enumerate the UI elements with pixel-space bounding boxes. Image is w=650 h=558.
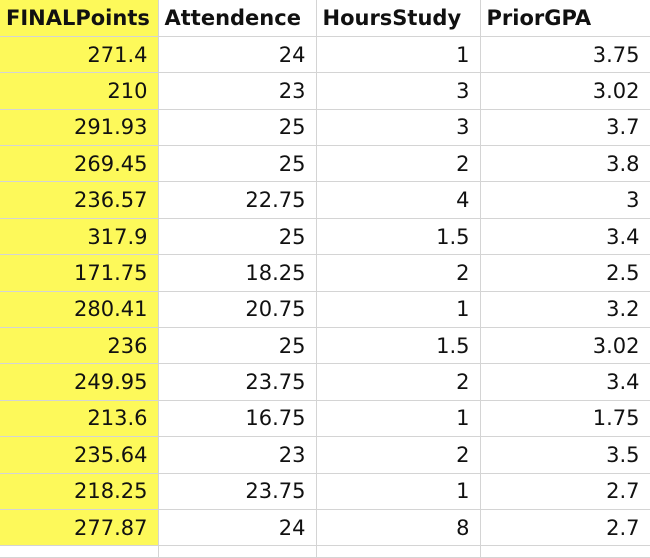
cell-attendence[interactable]: 23 [158,436,317,474]
cell-finalpoints[interactable]: 291.93 [0,109,159,147]
table-row: 277.87 24 8 2.7 [0,509,650,547]
cell-priorgpa[interactable]: 2.7 [480,509,650,547]
header-cell-finalpoints[interactable]: FINALPoints [0,0,159,37]
cell-attendence[interactable]: 22.75 [158,181,317,219]
table-row: 280.41 20.75 1 3.2 [0,291,650,329]
cell-hoursstudy[interactable]: 2 [316,363,481,401]
table-row: 317.9 25 1.5 3.4 [0,218,650,256]
cell-finalpoints[interactable]: 171.75 [0,254,159,292]
cell-finalpoints[interactable]: 236 [0,327,159,365]
cell-hoursstudy[interactable]: 1 [316,400,481,438]
cell-finalpoints[interactable]: 280.41 [0,291,159,329]
empty-cell[interactable] [480,545,650,558]
table-row: 249.95 23.75 2 3.4 [0,363,650,401]
header-row: FINALPoints Attendence HoursStudy PriorG… [0,0,650,37]
table-row: 213.6 16.75 1 1.75 [0,400,650,438]
cell-attendence[interactable]: 24 [158,36,317,74]
cell-finalpoints[interactable]: 235.64 [0,436,159,474]
header-cell-hoursstudy[interactable]: HoursStudy [316,0,481,37]
cell-hoursstudy[interactable]: 2 [316,436,481,474]
cell-priorgpa[interactable]: 2.7 [480,473,650,510]
table-row: 171.75 18.25 2 2.5 [0,254,650,292]
cell-attendence[interactable]: 25 [158,327,317,365]
empty-cell[interactable] [158,545,317,558]
table-row: 291.93 25 3 3.7 [0,109,650,147]
cell-attendence[interactable]: 23 [158,72,317,110]
cell-priorgpa[interactable]: 2.5 [480,254,650,292]
cell-attendence[interactable]: 16.75 [158,400,317,438]
table-row: 236 25 1.5 3.02 [0,327,650,365]
cell-finalpoints[interactable]: 249.95 [0,363,159,401]
cell-finalpoints[interactable]: 317.9 [0,218,159,256]
cell-priorgpa[interactable]: 3.02 [480,72,650,110]
cell-hoursstudy[interactable]: 1.5 [316,218,481,256]
cell-attendence[interactable]: 24 [158,509,317,547]
table-row: 235.64 23 2 3.5 [0,436,650,474]
cell-priorgpa[interactable]: 3.4 [480,363,650,401]
cell-hoursstudy[interactable]: 1.5 [316,327,481,365]
table-row: 236.57 22.75 4 3 [0,181,650,219]
cell-priorgpa[interactable]: 1.75 [480,400,650,438]
cell-hoursstudy[interactable]: 2 [316,254,481,292]
cell-attendence[interactable]: 23.75 [158,363,317,401]
empty-cell[interactable] [0,545,159,558]
cell-hoursstudy[interactable]: 3 [316,72,481,110]
header-cell-priorgpa[interactable]: PriorGPA [480,0,650,37]
table-row: 218.25 23.75 1 2.7 [0,473,650,510]
table-row: 271.4 24 1 3.75 [0,36,650,74]
cell-priorgpa[interactable]: 3.2 [480,291,650,329]
table-row: 210 23 3 3.02 [0,72,650,110]
cell-attendence[interactable]: 25 [158,218,317,256]
cell-hoursstudy[interactable]: 2 [316,145,481,183]
table-row: 269.45 25 2 3.8 [0,145,650,183]
cell-attendence[interactable]: 25 [158,145,317,183]
cell-priorgpa[interactable]: 3.8 [480,145,650,183]
cell-finalpoints[interactable]: 210 [0,72,159,110]
cell-finalpoints[interactable]: 213.6 [0,400,159,438]
cell-priorgpa[interactable]: 3.5 [480,436,650,474]
cell-finalpoints[interactable]: 218.25 [0,473,159,510]
cell-attendence[interactable]: 23.75 [158,473,317,510]
cell-hoursstudy[interactable]: 1 [316,473,481,510]
cell-attendence[interactable]: 20.75 [158,291,317,329]
cell-hoursstudy[interactable]: 1 [316,36,481,74]
cell-attendence[interactable]: 18.25 [158,254,317,292]
header-cell-attendence[interactable]: Attendence [158,0,317,37]
cell-hoursstudy[interactable]: 4 [316,181,481,219]
empty-row [0,545,650,558]
cell-priorgpa[interactable]: 3.75 [480,36,650,74]
cell-attendence[interactable]: 25 [158,109,317,147]
cell-finalpoints[interactable]: 271.4 [0,36,159,74]
cell-priorgpa[interactable]: 3.7 [480,109,650,147]
cell-priorgpa[interactable]: 3 [480,181,650,219]
cell-hoursstudy[interactable]: 1 [316,291,481,329]
cell-finalpoints[interactable]: 236.57 [0,181,159,219]
cell-priorgpa[interactable]: 3.4 [480,218,650,256]
empty-cell[interactable] [316,545,481,558]
cell-finalpoints[interactable]: 269.45 [0,145,159,183]
cell-priorgpa[interactable]: 3.02 [480,327,650,365]
cell-finalpoints[interactable]: 277.87 [0,509,159,547]
cell-hoursstudy[interactable]: 8 [316,509,481,547]
cell-hoursstudy[interactable]: 3 [316,109,481,147]
